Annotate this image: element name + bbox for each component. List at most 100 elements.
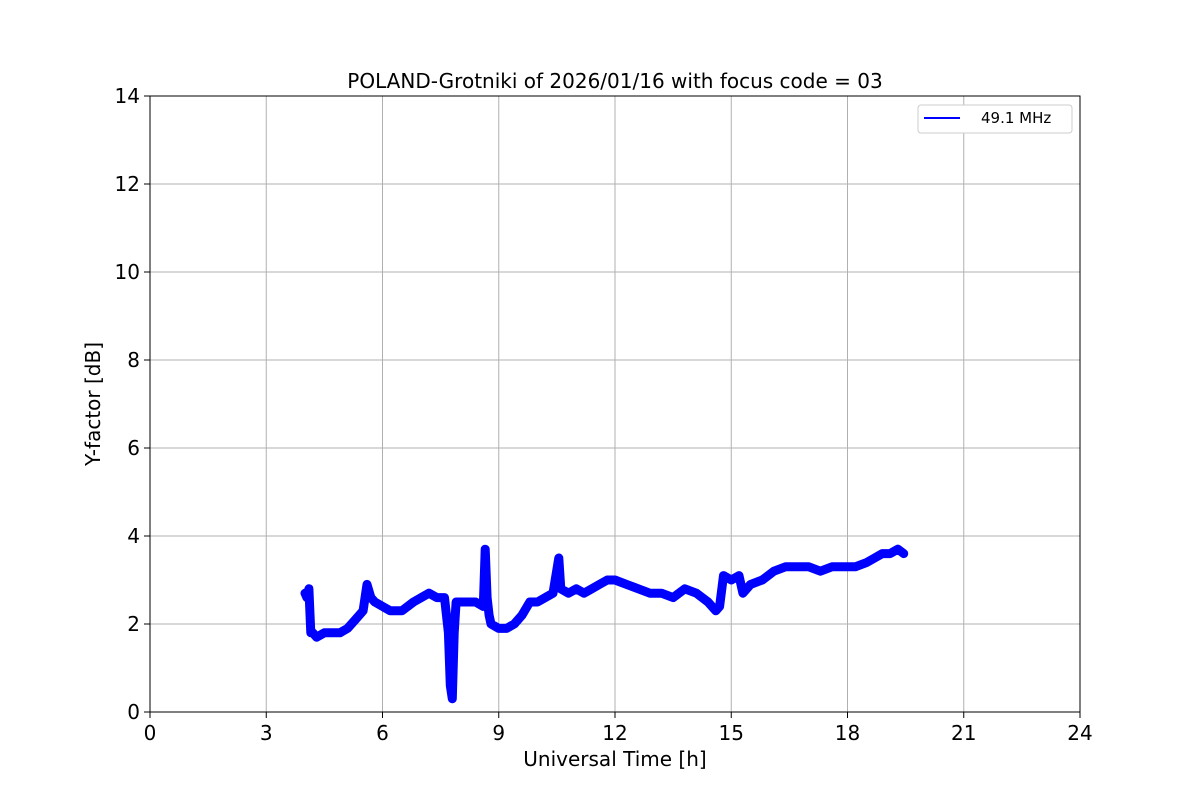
- y-tick-label: 4: [127, 524, 140, 548]
- series-layer: [300, 544, 909, 704]
- data-point: [315, 635, 319, 639]
- data-point: [567, 591, 570, 595]
- data-point: [737, 574, 741, 578]
- data-point: [625, 582, 629, 586]
- data-point: [722, 574, 725, 578]
- data-point: [353, 618, 357, 622]
- data-point: [902, 552, 906, 556]
- y-tick-label: 8: [127, 348, 140, 372]
- x-tick-label: 21: [951, 721, 976, 745]
- y-tick-label: 0: [127, 700, 140, 724]
- data-point: [880, 552, 884, 556]
- data-point: [671, 596, 675, 600]
- data-point: [322, 631, 326, 635]
- data-point: [497, 626, 501, 630]
- legend-entry-label: 49.1 MHz: [981, 109, 1051, 127]
- data-point: [487, 613, 491, 617]
- data-point: [853, 565, 857, 569]
- data-point: [694, 591, 698, 595]
- data-point: [807, 565, 811, 569]
- data-point: [483, 547, 487, 551]
- data-point: [346, 626, 350, 630]
- data-point: [330, 631, 334, 635]
- data-point: [683, 587, 687, 591]
- y-tick-label: 10: [115, 260, 140, 284]
- data-point: [536, 600, 539, 604]
- x-tick-label: 18: [835, 721, 860, 745]
- data-point: [772, 569, 776, 573]
- data-point: [303, 591, 307, 595]
- data-point: [373, 600, 377, 604]
- y-axis: 0 2 4 6 8 10 12 14: [115, 84, 150, 724]
- data-point: [305, 596, 309, 600]
- data-point: [749, 582, 753, 586]
- data-point: [842, 565, 846, 569]
- data-point: [466, 600, 470, 604]
- data-point: [412, 600, 415, 604]
- data-point: [605, 578, 609, 582]
- data-point: [427, 591, 431, 595]
- x-tick-label: 3: [260, 721, 273, 745]
- data-point: [338, 631, 342, 635]
- data-point: [551, 591, 555, 595]
- y-tick-label: 12: [115, 172, 140, 196]
- data-point: [706, 600, 710, 604]
- data-point: [311, 631, 315, 635]
- x-axis-label: Universal Time [h]: [523, 747, 706, 771]
- data-point: [729, 578, 733, 582]
- data-point: [458, 600, 462, 604]
- data-point: [400, 609, 404, 613]
- data-point: [485, 596, 489, 600]
- data-point: [574, 587, 578, 591]
- data-point: [582, 591, 586, 595]
- data-point: [741, 591, 745, 595]
- data-point: [557, 556, 561, 560]
- data-point: [714, 609, 718, 613]
- data-point: [760, 578, 764, 582]
- data-point: [636, 587, 640, 591]
- data-point: [446, 631, 450, 635]
- data-point: [481, 604, 485, 608]
- data-point: [489, 622, 493, 626]
- data-point: [512, 622, 516, 626]
- x-tick-label: 0: [144, 721, 157, 745]
- data-point: [718, 604, 722, 608]
- chart-title: POLAND-Grotniki of 2026/01/16 with focus…: [347, 69, 882, 93]
- data-point: [452, 631, 456, 635]
- data-point: [448, 684, 452, 688]
- x-axis: 0 3 6 9 12 15 18 21 24: [144, 712, 1093, 745]
- data-point: [520, 613, 524, 617]
- data-point: [865, 560, 869, 564]
- data-point: [419, 596, 423, 600]
- x-tick-label: 6: [376, 721, 389, 745]
- data-point: [435, 596, 439, 600]
- data-point: [474, 600, 477, 604]
- data-point: [888, 552, 892, 556]
- y-tick-label: 2: [127, 612, 140, 636]
- data-point: [660, 591, 663, 595]
- y-axis-label: Y-factor [dB]: [81, 342, 105, 467]
- data-point: [361, 609, 365, 613]
- data-point: [369, 596, 373, 600]
- data-point: [365, 582, 369, 586]
- data-point: [830, 565, 834, 569]
- x-tick-label: 24: [1067, 721, 1092, 745]
- data-point: [450, 697, 454, 701]
- data-point: [528, 600, 532, 604]
- data-point: [443, 596, 446, 600]
- data-point: [598, 582, 601, 586]
- data-point: [590, 587, 594, 591]
- x-tick-label: 9: [492, 721, 505, 745]
- data-point: [896, 547, 900, 551]
- data-point: [613, 578, 617, 582]
- legend: 49.1 MHz: [917, 104, 1073, 134]
- data-point: [454, 600, 458, 604]
- data-point: [818, 569, 822, 573]
- x-tick-label: 12: [602, 721, 627, 745]
- y-tick-label: 14: [115, 84, 140, 108]
- data-point: [381, 604, 384, 608]
- data-point: [543, 596, 547, 600]
- data-point: [388, 609, 392, 613]
- data-point: [648, 591, 652, 595]
